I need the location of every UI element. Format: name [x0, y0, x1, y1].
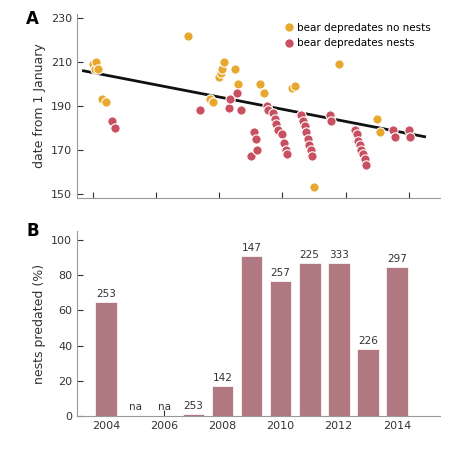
Point — [390, 127, 397, 134]
Point — [281, 140, 288, 147]
Point — [251, 129, 258, 136]
Point — [302, 129, 310, 136]
Point — [284, 151, 291, 158]
Text: 253: 253 — [96, 289, 116, 299]
Y-axis label: nests predated (%): nests predated (%) — [33, 264, 46, 384]
Point — [235, 80, 242, 88]
Y-axis label: date from 1 January: date from 1 January — [33, 43, 46, 168]
Point — [109, 117, 116, 125]
Bar — [270, 281, 291, 416]
Point — [260, 89, 267, 96]
Point — [301, 122, 308, 129]
Point — [252, 135, 259, 143]
Point — [407, 133, 414, 140]
Text: 147: 147 — [242, 244, 262, 253]
Point — [197, 106, 204, 114]
Point — [216, 74, 223, 81]
Point — [271, 116, 278, 123]
Point — [233, 89, 240, 96]
Point — [217, 69, 225, 77]
Point — [282, 146, 289, 154]
Legend: bear depredates no nests, bear depredates nests: bear depredates no nests, bear depredate… — [281, 19, 435, 53]
Text: 225: 225 — [300, 250, 320, 260]
Bar — [357, 349, 379, 416]
Point — [279, 131, 286, 138]
Point — [254, 146, 261, 154]
Point — [361, 155, 368, 162]
Point — [355, 138, 362, 145]
Bar — [183, 414, 204, 416]
Point — [298, 111, 305, 118]
Point — [184, 32, 191, 39]
Point — [206, 96, 213, 103]
Point — [288, 85, 296, 92]
Point — [257, 80, 264, 88]
Bar — [95, 302, 117, 416]
Bar — [299, 263, 321, 416]
Point — [363, 162, 370, 169]
Point — [306, 142, 313, 149]
Bar — [212, 386, 233, 416]
Text: 257: 257 — [271, 268, 291, 278]
Point — [326, 111, 334, 118]
Point — [291, 83, 299, 90]
Point — [272, 120, 280, 127]
Text: B: B — [26, 222, 39, 240]
Point — [377, 129, 384, 136]
Point — [405, 127, 412, 134]
Point — [356, 142, 364, 149]
Point — [263, 102, 270, 110]
Text: 297: 297 — [387, 254, 407, 264]
Point — [89, 61, 97, 68]
Point — [232, 65, 239, 72]
Bar — [386, 266, 408, 416]
Point — [309, 153, 316, 160]
Point — [351, 127, 359, 134]
Point — [336, 61, 343, 68]
Point — [265, 106, 272, 114]
Point — [304, 135, 311, 143]
Point — [227, 96, 234, 103]
Point — [219, 65, 226, 72]
Text: 142: 142 — [212, 373, 232, 383]
Point — [374, 116, 381, 123]
Point — [93, 58, 100, 66]
Text: 253: 253 — [183, 402, 203, 411]
Point — [94, 65, 101, 72]
Bar — [328, 263, 350, 416]
Text: na: na — [158, 402, 171, 412]
Point — [360, 151, 367, 158]
Point — [247, 153, 255, 160]
Text: 226: 226 — [358, 336, 378, 346]
Point — [111, 124, 118, 132]
Point — [269, 109, 276, 116]
Point — [238, 106, 245, 114]
Text: na: na — [129, 402, 142, 412]
Point — [274, 127, 281, 134]
Point — [358, 146, 365, 154]
Point — [353, 131, 360, 138]
Bar — [241, 256, 262, 416]
Point — [102, 98, 109, 105]
Point — [391, 133, 398, 140]
Point — [307, 146, 315, 154]
Point — [311, 184, 318, 191]
Point — [225, 105, 232, 112]
Point — [299, 117, 306, 125]
Point — [328, 117, 335, 125]
Point — [209, 98, 217, 105]
Point — [91, 65, 98, 72]
Text: 333: 333 — [329, 250, 349, 260]
Point — [99, 96, 106, 103]
Text: A: A — [26, 10, 39, 28]
Point — [220, 58, 227, 66]
